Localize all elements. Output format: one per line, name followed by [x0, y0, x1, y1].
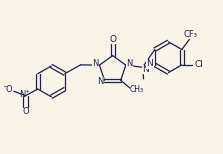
Text: N: N	[147, 59, 153, 68]
Text: N: N	[142, 65, 149, 74]
Text: N: N	[92, 59, 99, 68]
Text: -: -	[4, 82, 7, 91]
Text: N: N	[127, 59, 133, 68]
Text: CH₃: CH₃	[130, 85, 144, 94]
Text: N: N	[97, 77, 104, 86]
Text: Cl: Cl	[194, 60, 203, 69]
Text: N: N	[19, 90, 26, 99]
Text: O: O	[109, 35, 116, 44]
Text: CF₃: CF₃	[183, 30, 197, 39]
Text: O: O	[22, 107, 29, 116]
Text: O: O	[6, 85, 12, 94]
Text: +: +	[24, 89, 29, 94]
